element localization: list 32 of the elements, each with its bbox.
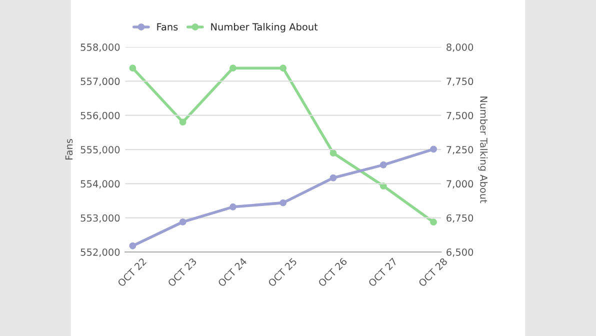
y-tick-label: 557,000 <box>80 78 120 86</box>
point <box>229 203 236 210</box>
y2-tick-label: 7,250 <box>446 146 474 154</box>
point <box>179 218 186 226</box>
legend-label: Fans <box>157 23 178 31</box>
y2-tick-label: 6,500 <box>446 248 474 257</box>
point <box>430 146 437 153</box>
y-axis-title: Fans <box>65 139 73 160</box>
point <box>229 64 236 72</box>
point <box>280 199 287 206</box>
legend-label: Number Talking About <box>211 22 318 32</box>
point <box>380 161 387 168</box>
y-tick-label: 558,000 <box>80 44 120 52</box>
point <box>280 64 287 72</box>
y2-tick-label: 7,000 <box>446 180 474 189</box>
y-tick-label: 552,000 <box>80 248 120 257</box>
point <box>179 118 186 126</box>
y-tick-label: 555,000 <box>80 146 120 154</box>
y2-tick-label: 6,750 <box>446 214 474 223</box>
point <box>430 218 437 226</box>
point <box>129 64 136 72</box>
y2-tick-label: 7,500 <box>446 112 474 120</box>
point <box>330 150 337 157</box>
y2-tick-label: 8,000 <box>446 44 474 52</box>
point <box>330 174 337 182</box>
point <box>380 182 387 190</box>
y-tick-label: 554,000 <box>80 180 120 189</box>
y-tick-label: 556,000 <box>80 112 120 120</box>
y-tick-label: 553,000 <box>80 214 120 223</box>
y2-tick-label: 7,750 <box>446 78 474 86</box>
point <box>129 242 136 250</box>
y2-axis-title: Number Talking About <box>478 96 488 204</box>
